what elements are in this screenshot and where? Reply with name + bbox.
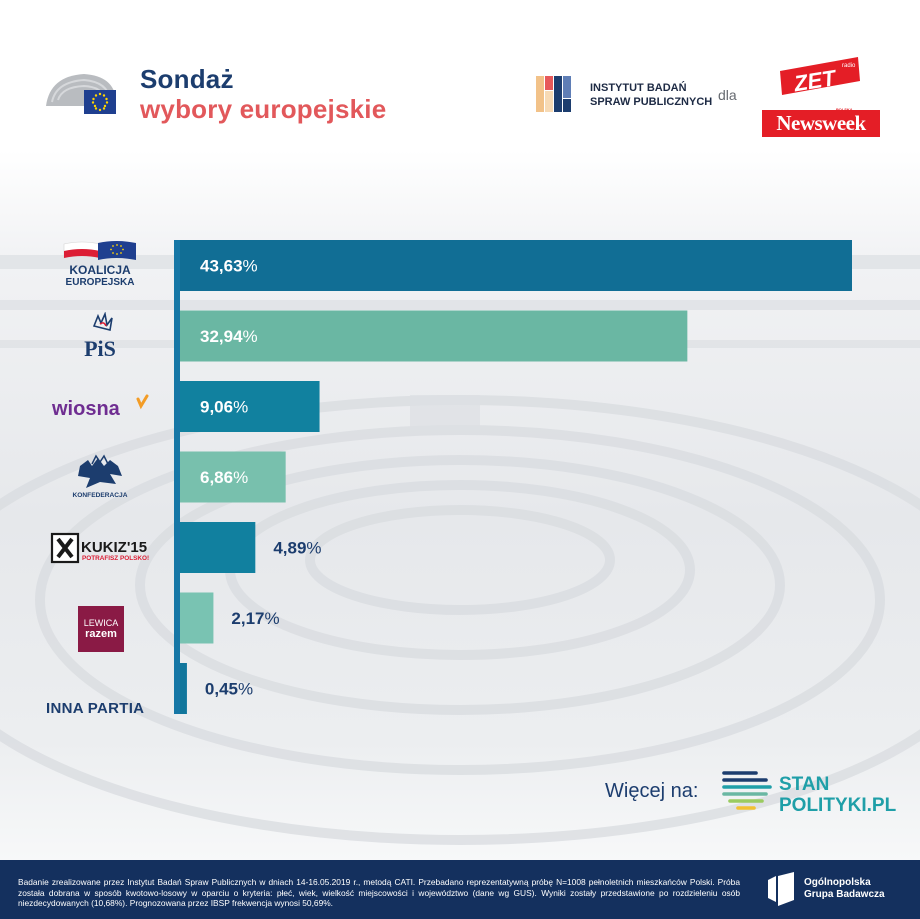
ogb-logo-icon bbox=[768, 872, 794, 906]
bar-1 bbox=[180, 310, 688, 362]
bar-value-label-6: 0,45% bbox=[205, 680, 253, 699]
bar-5 bbox=[180, 592, 214, 644]
wiosna-logo: wiosna bbox=[51, 394, 149, 420]
chart-axis bbox=[174, 240, 180, 714]
kukiz15-logo: KUKIZ'15 POTRAFISZ POLSKO! bbox=[50, 532, 149, 564]
methodology-note: Badanie zrealizowane przez Instytut Bada… bbox=[18, 877, 740, 908]
bar-value-label-3: 6,86% bbox=[200, 468, 248, 487]
radio-zet-logo: radio ZET bbox=[780, 57, 860, 96]
bar-value-label-5: 2,17% bbox=[231, 609, 279, 628]
for-label: dla bbox=[718, 87, 737, 103]
konfederacja-logo: KONFEDERACJA bbox=[73, 454, 128, 499]
stan-line-1: STAN bbox=[779, 774, 830, 795]
pis-name: PiS bbox=[84, 336, 116, 360]
title-line-2: wybory europejskie bbox=[140, 94, 387, 124]
bar-value-label-0: 43,63% bbox=[200, 257, 258, 276]
stan-polityki-link[interactable]: STAN POLITYKI.PL bbox=[779, 774, 896, 816]
radio-zet-small: radio bbox=[842, 63, 856, 69]
bar-value-label-4: 4,89% bbox=[273, 539, 321, 558]
razem-line-2: razem bbox=[85, 628, 117, 640]
kukiz-slogan: POTRAFISZ POLSKO! bbox=[82, 555, 149, 562]
bar-0 bbox=[180, 240, 852, 291]
pis-logo: PiS bbox=[84, 312, 116, 360]
ogb-line-1: Ogólnopolska bbox=[804, 877, 871, 888]
european-parliament-icon bbox=[46, 74, 116, 114]
bar-chart: 43,63% 32,94% 9,06% 6,86% 4,89% 2,17% 0,45% bbox=[174, 240, 852, 714]
ibsp-name-line-2: SPRAW PUBLICZNYCH bbox=[590, 96, 713, 108]
stan-polityki-icon[interactable] bbox=[722, 770, 772, 816]
ke-line-1: KOALICJA bbox=[69, 263, 131, 277]
ibsp-name: INSTYTUT BADAŃ SPRAW PUBLICZNYCH bbox=[590, 81, 712, 109]
bar-3 bbox=[180, 451, 286, 503]
title-line-1: Sondaż bbox=[140, 64, 234, 94]
stan-line-2: POLITYKI.PL bbox=[779, 795, 897, 816]
bar-6 bbox=[180, 663, 187, 714]
konf-name: KONFEDERACJA bbox=[73, 492, 128, 499]
newsweek-logo: Newsweek bbox=[762, 110, 880, 137]
razem-line-1: LEWICA bbox=[84, 618, 119, 628]
koalicja-europejska-logo: KOALICJA EUROPEJSKA bbox=[63, 241, 136, 288]
more-label: Więcej na: bbox=[605, 780, 699, 802]
wiosna-name: wiosna bbox=[51, 398, 121, 420]
bar-value-label-1: 32,94% bbox=[200, 327, 258, 346]
ogb-name: Ogólnopolska Grupa Badawcza bbox=[804, 877, 885, 901]
ibsp-logo-icon bbox=[536, 76, 571, 112]
bar-4 bbox=[180, 522, 256, 573]
ogb-line-2: Grupa Badawcza bbox=[804, 889, 885, 900]
bar-value-label-2: 9,06% bbox=[200, 398, 248, 417]
ibsp-name-line-1: INSTYTUT BADAŃ bbox=[590, 82, 687, 94]
newsweek-small: POLSKA bbox=[836, 107, 853, 112]
header: Sondaż wybory europejskie INSTYTUT BADAŃ… bbox=[0, 0, 920, 175]
inna-partia-label: INNA PARTIA bbox=[46, 700, 145, 717]
bar-2 bbox=[180, 381, 320, 432]
kukiz-name: KUKIZ'15 bbox=[81, 539, 147, 556]
footer bbox=[0, 860, 920, 919]
ke-line-2: EUROPEJSKA bbox=[66, 277, 135, 288]
lewica-razem-logo: LEWICA razem bbox=[78, 606, 124, 652]
